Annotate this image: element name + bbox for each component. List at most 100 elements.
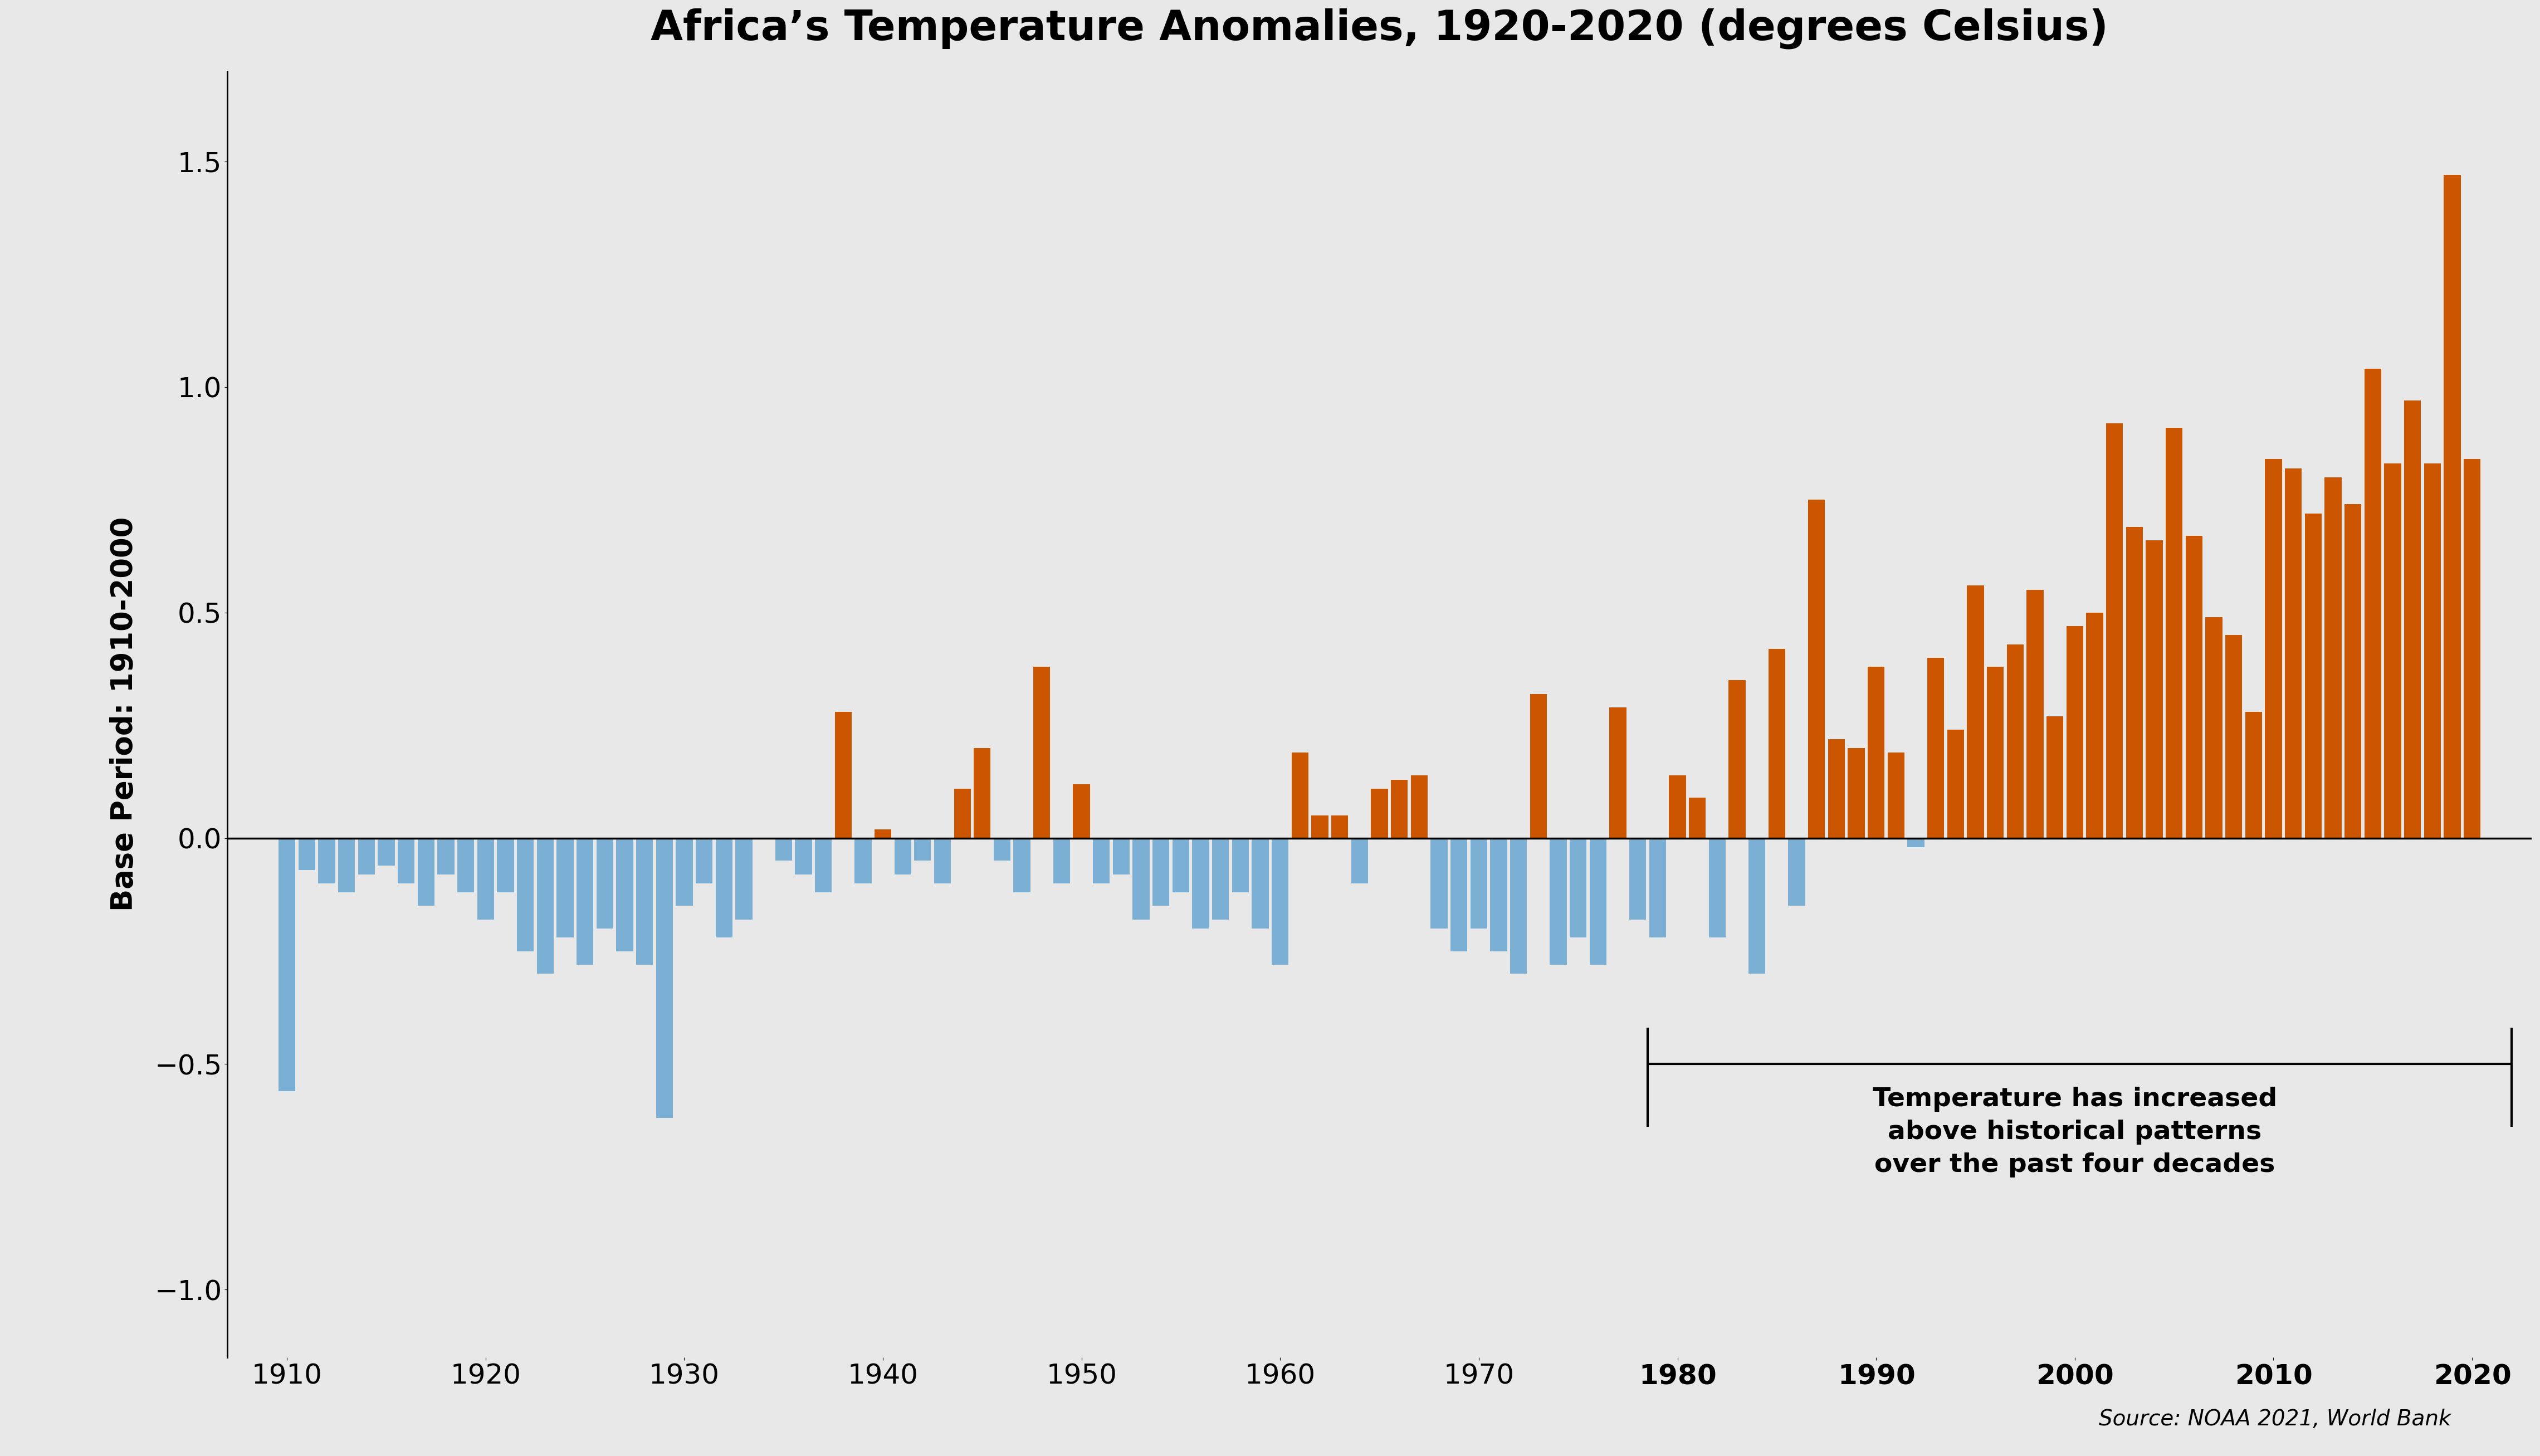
Bar bbox=[536, 839, 554, 974]
Bar bbox=[716, 839, 732, 938]
Bar bbox=[2068, 626, 2083, 839]
Bar bbox=[935, 839, 950, 884]
Bar bbox=[2464, 459, 2482, 839]
Bar bbox=[597, 839, 612, 929]
Bar bbox=[1430, 839, 1448, 929]
Bar bbox=[1410, 775, 1427, 839]
Bar bbox=[318, 839, 335, 884]
Bar bbox=[914, 839, 932, 860]
Bar bbox=[2304, 514, 2322, 839]
Bar bbox=[2126, 527, 2144, 839]
Bar bbox=[2423, 463, 2441, 839]
Bar bbox=[1887, 753, 1905, 839]
Bar bbox=[874, 830, 892, 839]
Bar bbox=[1331, 815, 1349, 839]
Bar bbox=[1986, 667, 2004, 839]
Bar bbox=[1966, 585, 1984, 839]
Bar bbox=[1748, 839, 1765, 974]
Bar bbox=[1928, 658, 1943, 839]
Bar bbox=[1610, 708, 1626, 839]
Bar bbox=[1808, 499, 1824, 839]
Bar bbox=[2205, 617, 2222, 839]
Bar bbox=[1948, 729, 1963, 839]
Bar bbox=[1173, 839, 1189, 893]
Bar bbox=[1252, 839, 1270, 929]
Bar bbox=[1788, 839, 1806, 906]
Bar bbox=[478, 839, 493, 920]
Bar bbox=[457, 839, 475, 893]
Bar bbox=[1392, 779, 1407, 839]
Bar bbox=[696, 839, 714, 884]
Bar bbox=[2027, 590, 2045, 839]
Bar bbox=[1113, 839, 1130, 875]
Bar bbox=[1372, 789, 1387, 839]
Bar bbox=[378, 839, 394, 865]
Bar bbox=[993, 839, 1011, 860]
Bar bbox=[853, 839, 871, 884]
Bar bbox=[836, 712, 851, 839]
Bar bbox=[617, 839, 632, 951]
Bar bbox=[1191, 839, 1209, 929]
Bar bbox=[2245, 712, 2263, 839]
Bar bbox=[2007, 644, 2024, 839]
Bar bbox=[635, 839, 653, 965]
Bar bbox=[437, 839, 455, 875]
Bar bbox=[737, 839, 752, 920]
Bar bbox=[2146, 540, 2162, 839]
Bar bbox=[2365, 368, 2380, 839]
Title: Africa’s Temperature Anomalies, 1920-2020 (degrees Celsius): Africa’s Temperature Anomalies, 1920-202… bbox=[650, 9, 2108, 50]
Bar bbox=[279, 839, 295, 1091]
Bar bbox=[2167, 428, 2182, 839]
Bar bbox=[1867, 667, 1885, 839]
Bar bbox=[1628, 839, 1646, 920]
Bar bbox=[1072, 785, 1090, 839]
Bar bbox=[1829, 740, 1844, 839]
Bar bbox=[556, 839, 574, 938]
Bar bbox=[2344, 504, 2362, 839]
Bar bbox=[1908, 839, 1925, 847]
Bar bbox=[955, 789, 970, 839]
Bar bbox=[1511, 839, 1527, 974]
Bar bbox=[2184, 536, 2202, 839]
Bar bbox=[1768, 649, 1786, 839]
Bar bbox=[577, 839, 594, 965]
Bar bbox=[894, 839, 912, 875]
Bar bbox=[516, 839, 533, 951]
Bar bbox=[1273, 839, 1288, 965]
Bar bbox=[1709, 839, 1725, 938]
Bar bbox=[358, 839, 376, 875]
Text: Temperature has increased
above historical patterns
over the past four decades: Temperature has increased above historic… bbox=[1872, 1086, 2276, 1178]
Bar bbox=[1311, 815, 1328, 839]
Bar bbox=[417, 839, 434, 906]
Bar bbox=[1549, 839, 1567, 965]
Bar bbox=[1570, 839, 1587, 938]
Bar bbox=[498, 839, 513, 893]
Bar bbox=[1133, 839, 1151, 920]
Bar bbox=[338, 839, 356, 893]
Bar bbox=[973, 748, 991, 839]
Bar bbox=[1847, 748, 1864, 839]
Bar bbox=[1013, 839, 1031, 893]
Bar bbox=[2225, 635, 2243, 839]
Bar bbox=[1034, 667, 1049, 839]
Bar bbox=[1730, 680, 1745, 839]
Bar bbox=[2324, 478, 2342, 839]
Bar bbox=[1054, 839, 1069, 884]
Bar bbox=[1293, 753, 1308, 839]
Bar bbox=[2443, 175, 2461, 839]
Bar bbox=[815, 839, 831, 893]
Bar bbox=[1092, 839, 1110, 884]
Bar bbox=[1590, 839, 1605, 965]
Bar bbox=[2403, 400, 2421, 839]
Bar bbox=[676, 839, 693, 906]
Text: Source: NOAA 2021, World Bank: Source: NOAA 2021, World Bank bbox=[2098, 1408, 2451, 1430]
Y-axis label: Base Period: 1910-2000: Base Period: 1910-2000 bbox=[109, 517, 140, 911]
Bar bbox=[2085, 613, 2103, 839]
Bar bbox=[1669, 775, 1687, 839]
Bar bbox=[1212, 839, 1229, 920]
Bar bbox=[1491, 839, 1506, 951]
Bar bbox=[1648, 839, 1666, 938]
Bar bbox=[2266, 459, 2281, 839]
Bar bbox=[2047, 716, 2062, 839]
Bar bbox=[2385, 463, 2400, 839]
